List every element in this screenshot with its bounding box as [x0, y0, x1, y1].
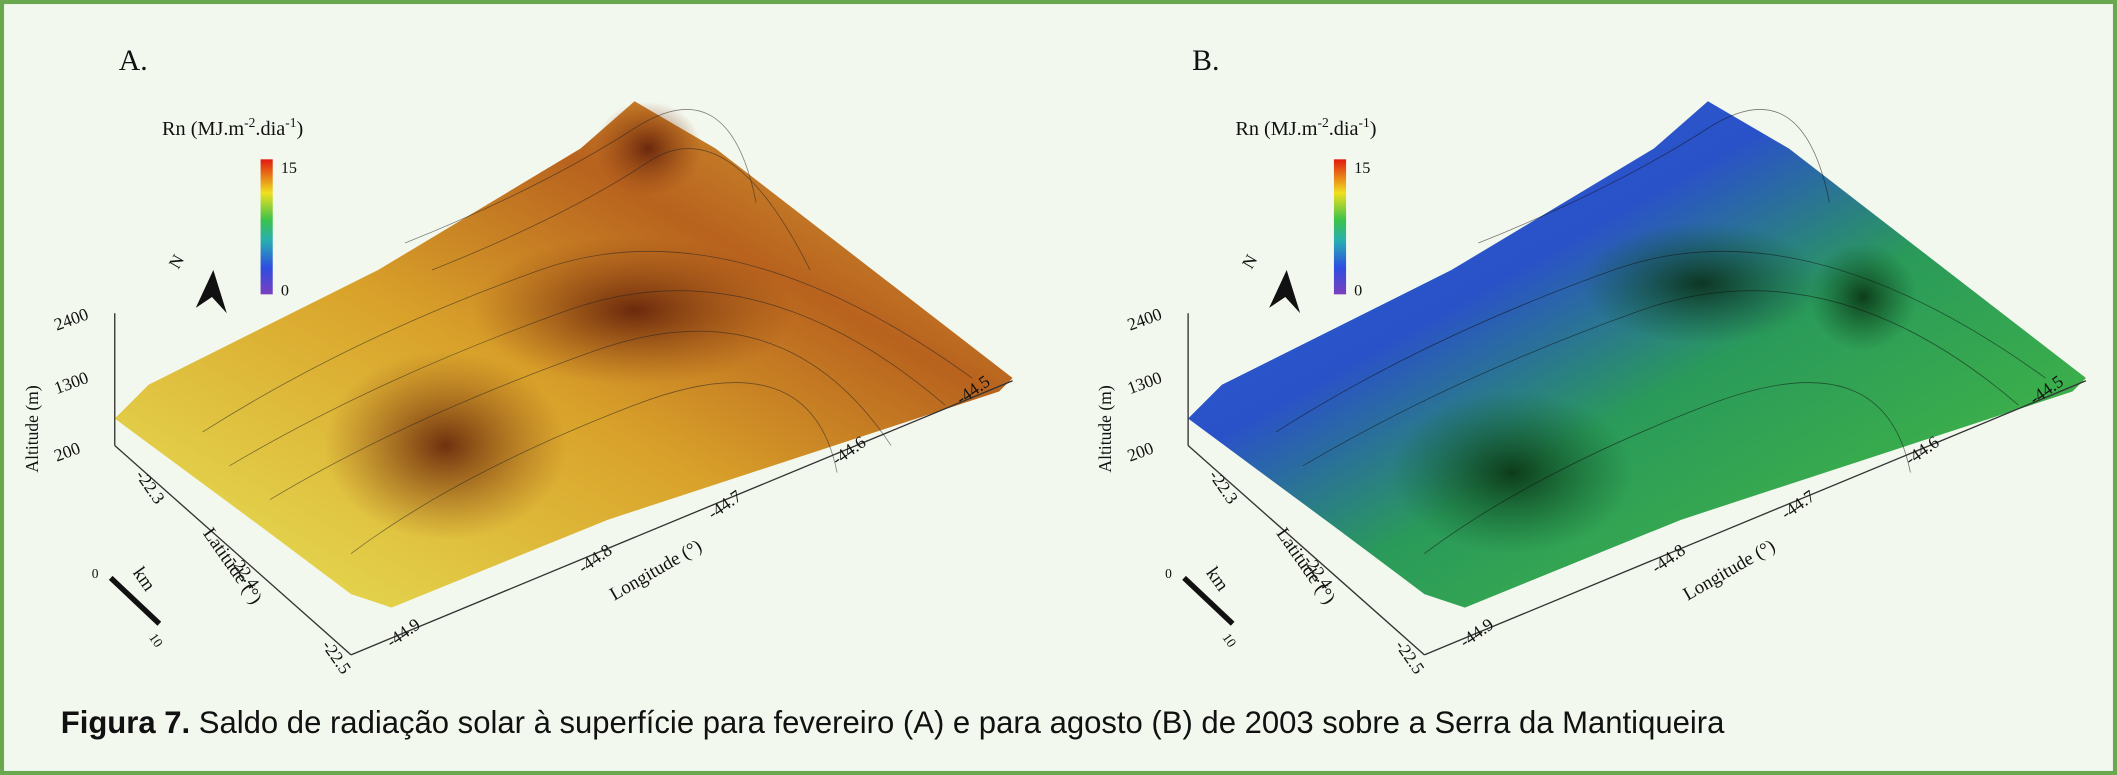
title-part: )	[296, 118, 303, 140]
colorbar-min: 0	[1354, 282, 1362, 300]
colorbar-title: Rn (MJ.m-2.dia-1)	[162, 115, 303, 140]
scale-start: 0	[92, 566, 99, 581]
colorbar	[1334, 159, 1346, 294]
superscript: -1	[1359, 115, 1370, 130]
superscript: -2	[244, 115, 255, 130]
axis-title: Altitude (m)	[1095, 385, 1115, 472]
colorbar-max: 15	[281, 159, 297, 177]
axis-title: Altitude (m)	[22, 385, 42, 472]
caption-text: Saldo de radiação solar à superfície par…	[190, 705, 1725, 740]
caption: Figura 7. Saldo de radiação solar à supe…	[61, 705, 1725, 740]
title-part: .dia	[1329, 118, 1359, 140]
panel-label: A.	[119, 45, 148, 77]
title-part: )	[1370, 118, 1377, 140]
colorbar-min: 0	[281, 282, 289, 300]
title-part: Rn (MJ.m	[1235, 118, 1317, 140]
colorbar-title: Rn (MJ.m-2.dia-1)	[1235, 115, 1376, 140]
scale-start: 0	[1165, 566, 1172, 581]
colorbar	[261, 159, 273, 294]
caption-label: Figura 7.	[61, 705, 190, 740]
title-part: Rn (MJ.m	[162, 118, 244, 140]
colorbar-max: 15	[1354, 159, 1370, 177]
figure: A.Rn (MJ.m-2.dia-1)150NAltitude (m)24001…	[0, 0, 2117, 775]
page: A.Rn (MJ.m-2.dia-1)150NAltitude (m)24001…	[0, 0, 2117, 775]
superscript: -2	[1318, 115, 1329, 130]
superscript: -1	[285, 115, 296, 130]
title-part: .dia	[255, 118, 285, 140]
panel-label: B.	[1192, 45, 1219, 77]
